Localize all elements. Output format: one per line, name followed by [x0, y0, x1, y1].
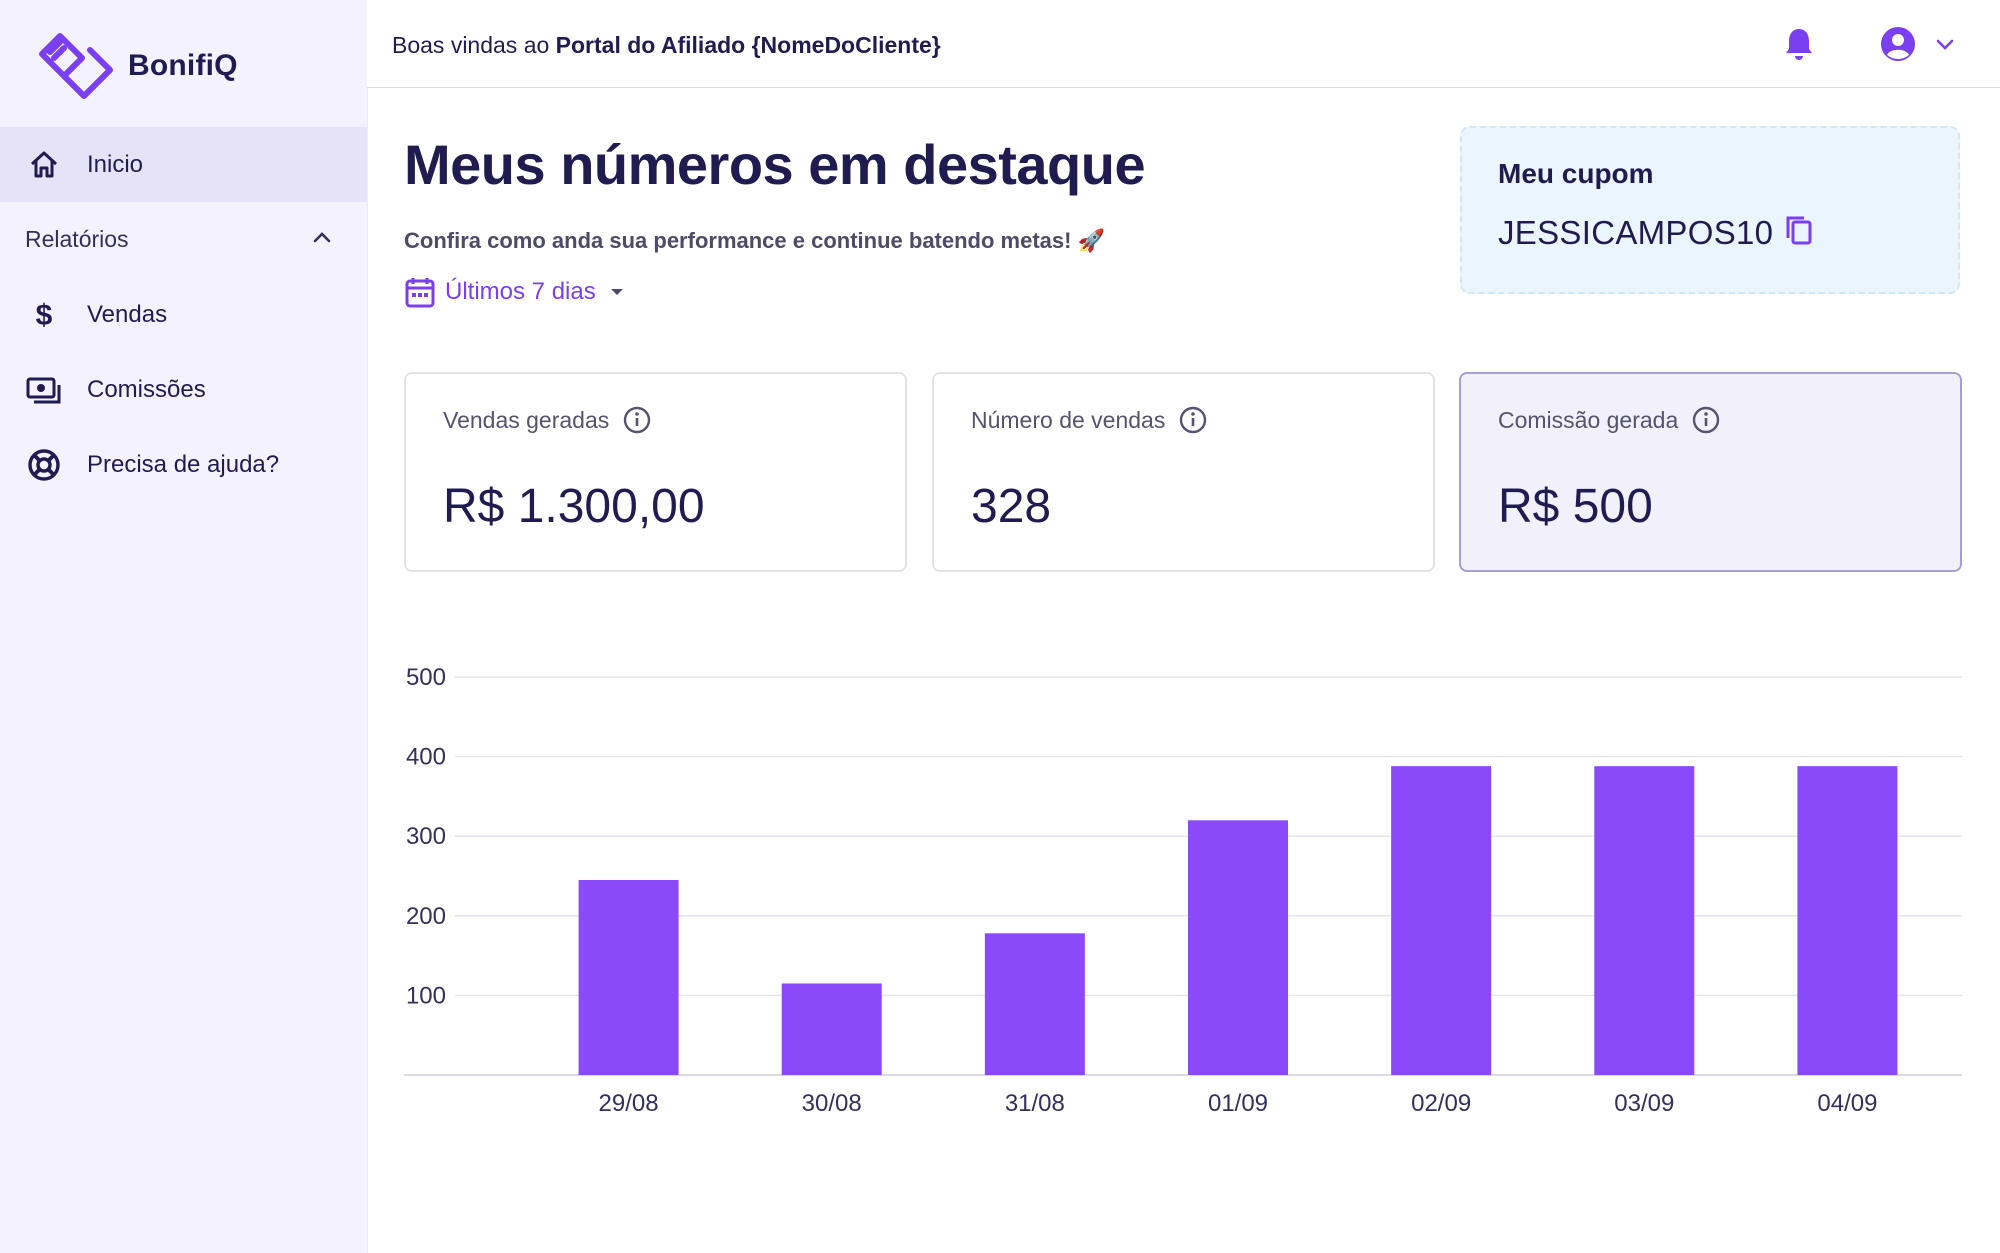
copy-icon[interactable]: [1784, 214, 1814, 246]
x-tick-label: 01/09: [1208, 1090, 1268, 1117]
commission-bar-chart: 100 200 300 400 500 29/08 30/08 31/08 01/09 02/09…: [404, 664, 1962, 1117]
sidebar-item-label: Precisa de ajuda?: [87, 450, 280, 478]
svg-text:$: $: [36, 299, 53, 331]
brand-name: BonifiQ: [128, 49, 238, 82]
chevron-up-icon: [313, 232, 331, 243]
bar[interactable]: [781, 983, 882, 1075]
sidebar: BonifiQ Inicio Relatórios $ Vendas Comis…: [0, 0, 368, 1253]
portal-name: Portal do Afiliado {NomeDoCliente}: [555, 32, 941, 58]
stat-card-label-row: Vendas geradas: [443, 406, 651, 434]
user-menu-button[interactable]: [1880, 26, 1956, 62]
y-tick-label: 100: [406, 982, 446, 1009]
x-tick-label: 31/08: [1005, 1090, 1065, 1117]
welcome-message: Boas vindas ao Portal do Afiliado {NomeD…: [392, 32, 941, 59]
coupon-title: Meu cupom: [1498, 158, 1654, 189]
sidebar-item-vendas[interactable]: $ Vendas: [0, 277, 367, 352]
date-range-dropdown[interactable]: Últimos 7 dias: [405, 276, 628, 308]
ticket-logo-icon: [39, 33, 113, 99]
section-label: Relatórios: [25, 226, 129, 252]
bar[interactable]: [1797, 766, 1898, 1075]
caret-down-icon: [610, 289, 623, 295]
sidebar-item-label: Vendas: [87, 300, 168, 328]
sidebar-item-label: Comissões: [87, 375, 206, 403]
bar[interactable]: [1391, 766, 1492, 1075]
brand-logo[interactable]: BonifiQ: [36, 32, 238, 100]
info-icon[interactable]: [1692, 406, 1720, 434]
dollar-icon: $: [26, 297, 62, 333]
y-tick-label: 200: [406, 903, 446, 930]
page-title: Meus números em destaque: [404, 133, 1146, 196]
home-icon: [26, 147, 62, 183]
stat-card-value: 328: [971, 480, 1052, 533]
stat-card-value: R$ 500: [1498, 480, 1653, 533]
y-tick-label: 300: [406, 823, 446, 850]
x-tick-label: 03/09: [1614, 1090, 1674, 1117]
sidebar-section-reports[interactable]: Relatórios: [0, 202, 367, 277]
page-subtitle: Confira como anda sua performance e cont…: [404, 228, 1105, 253]
lifebuoy-icon: [26, 447, 62, 483]
bar[interactable]: [578, 879, 679, 1075]
bell-icon[interactable]: [1783, 26, 1815, 62]
date-range-label: Últimos 7 dias: [445, 278, 596, 305]
bar[interactable]: [984, 933, 1085, 1075]
coupon-code: JESSICAMPOS10: [1498, 214, 1774, 251]
calendar-icon: [405, 278, 435, 308]
stat-card-label: Número de vendas: [971, 406, 1166, 433]
sidebar-item-comissoes[interactable]: Comissões: [0, 352, 367, 427]
stat-card-label: Vendas geradas: [443, 406, 610, 433]
sidebar-item-home[interactable]: Inicio: [0, 127, 367, 202]
welcome-prefix: Boas vindas ao: [392, 32, 550, 58]
top-header: Boas vindas ao Portal do Afiliado {NomeD…: [367, 0, 2000, 88]
user-avatar-icon: [1881, 27, 1915, 61]
stat-card-label-row: Comissão gerada: [1498, 406, 1720, 434]
chevron-down-icon: [1936, 39, 1954, 50]
sidebar-item-ajuda[interactable]: Precisa de ajuda?: [0, 427, 367, 502]
money-icon: [26, 372, 62, 408]
info-icon[interactable]: [623, 406, 651, 434]
info-icon[interactable]: [1179, 406, 1207, 434]
sidebar-item-label: Inicio: [87, 150, 144, 178]
y-tick-label: 500: [406, 664, 446, 691]
y-tick-label: 400: [406, 744, 446, 771]
stat-card-label: Comissão gerada: [1498, 406, 1679, 433]
bar[interactable]: [1188, 820, 1288, 1075]
x-tick-label: 30/08: [802, 1090, 862, 1117]
x-tick-label: 02/09: [1411, 1090, 1471, 1117]
x-tick-label: 04/09: [1817, 1090, 1877, 1117]
coupon-card: Meu cupom JESSICAMPOS10: [1460, 126, 1960, 294]
bar[interactable]: [1594, 766, 1695, 1075]
stat-card-value: R$ 1.300,00: [443, 480, 705, 533]
x-tick-label: 29/08: [599, 1090, 659, 1117]
stat-card-comissao-gerada[interactable]: Comissão gerada R$ 500: [1459, 372, 1962, 572]
stat-card-numero-vendas[interactable]: Número de vendas 328: [932, 372, 1435, 572]
stat-card-label-row: Número de vendas: [971, 406, 1207, 434]
stat-card-vendas-geradas[interactable]: Vendas geradas R$ 1.300,00: [404, 372, 907, 572]
